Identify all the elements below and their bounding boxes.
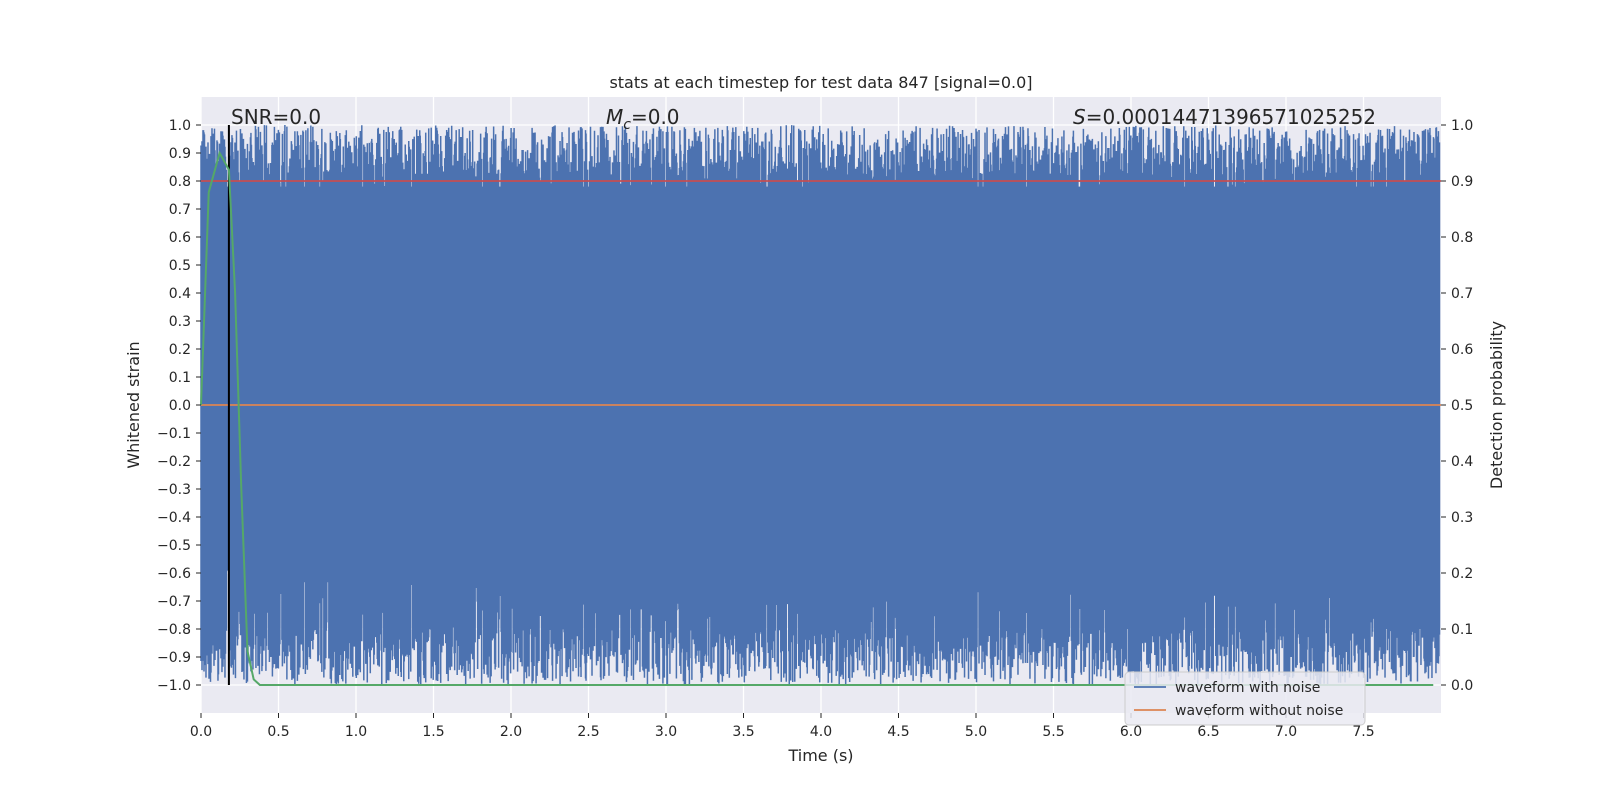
y-tick-label-6: 0.4 bbox=[169, 286, 191, 302]
x-tick-label-14: 7.0 bbox=[1275, 724, 1297, 740]
y2-axis-label: Detection probability bbox=[1487, 321, 1506, 489]
y-tick-label-12: −0.2 bbox=[157, 454, 191, 470]
chart-title: stats at each timestep for test data 847… bbox=[609, 73, 1032, 92]
y-tick-label-2: 0.8 bbox=[169, 174, 191, 190]
y2-tick-label-7: 0.3 bbox=[1451, 510, 1473, 526]
y2-tick-label-9: 0.1 bbox=[1451, 622, 1473, 638]
legend-label-waveform-without-noise: waveform without noise bbox=[1175, 703, 1343, 719]
x-tick-label-1: 0.5 bbox=[267, 724, 289, 740]
x-tick-label-15: 7.5 bbox=[1352, 724, 1374, 740]
y-tick-label-19: −0.9 bbox=[157, 650, 191, 666]
x-tick-label-13: 6.5 bbox=[1197, 724, 1219, 740]
annotation-s: S=0.00014471396571025252 bbox=[1073, 105, 1376, 129]
y2-tick-label-3: 0.7 bbox=[1451, 286, 1473, 302]
legend-label-waveform-with-noise: waveform with noise bbox=[1175, 680, 1320, 696]
x-tick-label-4: 2.0 bbox=[500, 724, 522, 740]
y-tick-label-15: −0.5 bbox=[157, 538, 191, 554]
y-tick-label-20: −1.0 bbox=[157, 678, 191, 694]
y-tick-label-11: −0.1 bbox=[157, 426, 191, 442]
x-tick-label-0: 0.0 bbox=[190, 724, 212, 740]
x-tick-label-5: 2.5 bbox=[577, 724, 599, 740]
series-waveform-with-noise bbox=[200, 125, 1441, 685]
y-tick-label-4: 0.6 bbox=[169, 230, 191, 246]
x-tick-label-12: 6.0 bbox=[1120, 724, 1142, 740]
annotation-chirp-mass: Mc=0.0 bbox=[606, 105, 680, 133]
y-tick-label-14: −0.4 bbox=[157, 510, 191, 526]
y-tick-label-7: 0.3 bbox=[169, 314, 191, 330]
x-tick-label-11: 5.5 bbox=[1042, 724, 1064, 740]
ticks: 0.0 0.5 1.0 1.5 2.0 2.5 3.0 3.5 4.0 4.5 5.0 5.5 6.0 6… bbox=[157, 118, 1473, 740]
x-tick-label-9: 4.5 bbox=[887, 724, 909, 740]
y-axis-label: Whitened strain bbox=[124, 341, 143, 468]
annotation-s-value: =0.00014471396571025252 bbox=[1086, 105, 1376, 129]
y-tick-label-1: 0.9 bbox=[169, 146, 191, 162]
y2-tick-label-6: 0.4 bbox=[1451, 454, 1473, 470]
annotation-snr: SNR=0.0 bbox=[231, 105, 321, 129]
y-tick-label-3: 0.7 bbox=[169, 202, 191, 218]
y-tick-label-18: −0.8 bbox=[157, 622, 191, 638]
annotation-mc-value: =0.0 bbox=[631, 105, 680, 129]
y2-tick-label-2: 0.8 bbox=[1451, 230, 1473, 246]
y2-tick-label-4: 0.6 bbox=[1451, 342, 1473, 358]
noise-core bbox=[201, 186, 1440, 545]
series-lines bbox=[200, 125, 1441, 686]
annotation-mc-symbol: M bbox=[606, 105, 623, 129]
x-tick-label-3: 1.5 bbox=[422, 724, 444, 740]
legend-box bbox=[1124, 671, 1366, 726]
series-detection-probability bbox=[200, 150, 1434, 686]
y-tick-label-10: 0.0 bbox=[169, 398, 191, 414]
y-tick-label-17: −0.7 bbox=[157, 594, 191, 610]
x-tick-label-8: 4.0 bbox=[810, 724, 832, 740]
annotation-s-symbol: S bbox=[1073, 105, 1086, 129]
y2-tick-label-0: 1.0 bbox=[1451, 118, 1473, 134]
y2-tick-label-10: 0.0 bbox=[1451, 678, 1473, 694]
x-axis-label: Time (s) bbox=[787, 746, 853, 765]
y-tick-label-0: 1.0 bbox=[169, 118, 191, 134]
legend: waveform with noise waveform without noi… bbox=[1124, 671, 1366, 726]
x-tick-label-7: 3.5 bbox=[732, 724, 754, 740]
y-tick-label-9: 0.1 bbox=[169, 370, 191, 386]
y-tick-label-5: 0.5 bbox=[169, 258, 191, 274]
y-tick-label-16: −0.6 bbox=[157, 566, 191, 582]
x-tick-label-10: 5.0 bbox=[965, 724, 987, 740]
y2-tick-label-5: 0.5 bbox=[1451, 398, 1473, 414]
x-tick-label-2: 1.0 bbox=[345, 724, 367, 740]
annotation-mc-subscript: c bbox=[623, 117, 631, 133]
y-tick-label-13: −0.3 bbox=[157, 482, 191, 498]
y2-tick-label-1: 0.9 bbox=[1451, 174, 1473, 190]
y-tick-label-8: 0.2 bbox=[169, 342, 191, 358]
y2-tick-label-8: 0.2 bbox=[1451, 566, 1473, 582]
x-tick-label-6: 3.0 bbox=[655, 724, 677, 740]
